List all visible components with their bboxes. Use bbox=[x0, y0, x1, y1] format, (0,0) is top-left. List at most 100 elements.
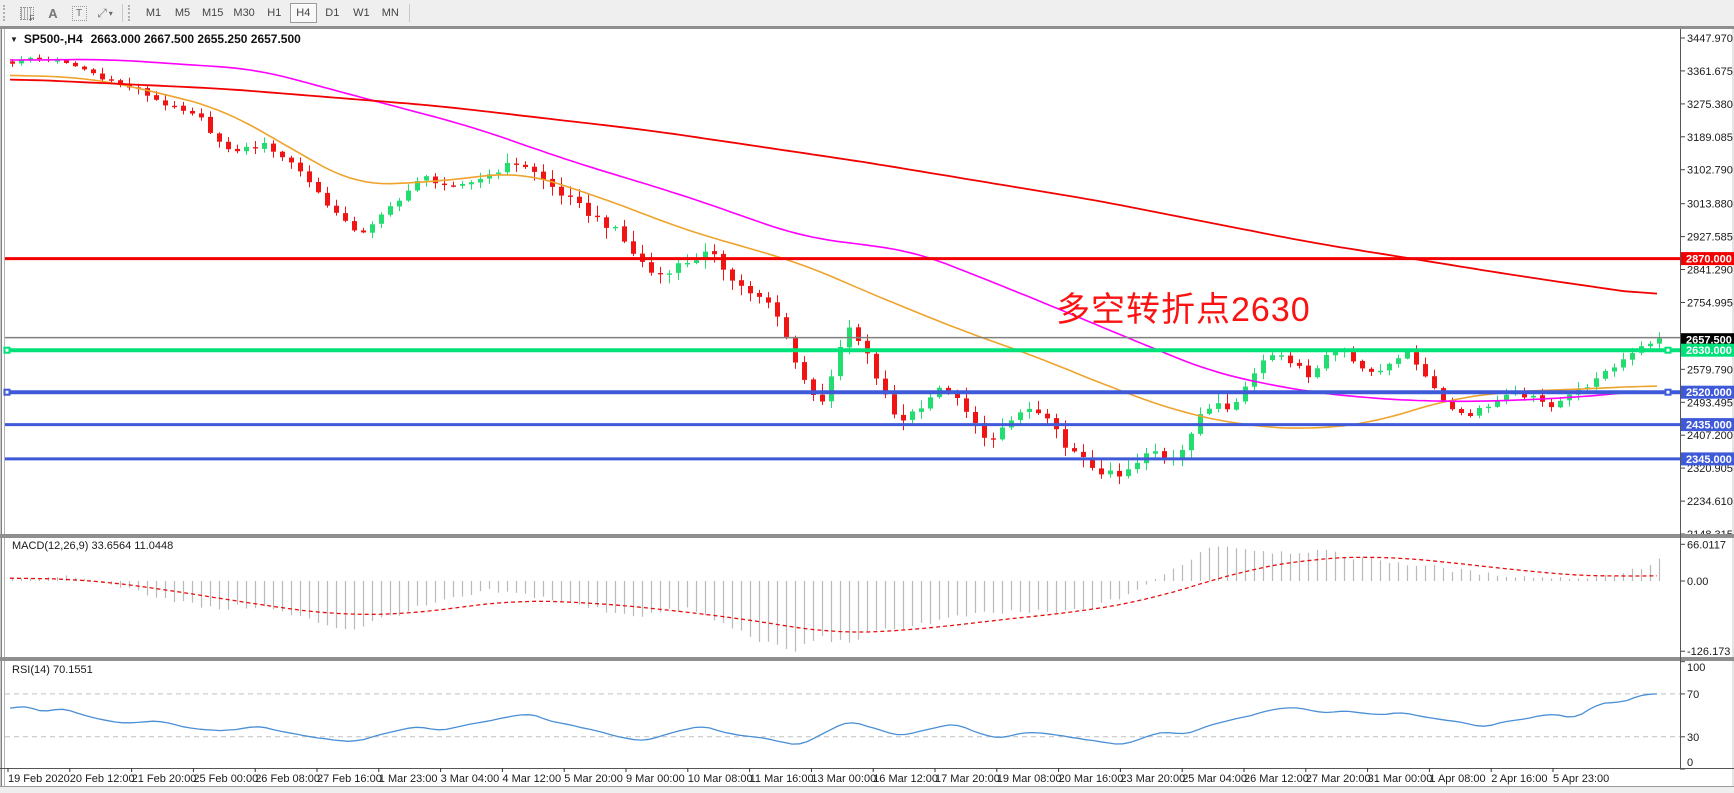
svg-text:2493.495: 2493.495 bbox=[1687, 397, 1733, 409]
svg-text:66.0117: 66.0117 bbox=[1687, 539, 1726, 551]
svg-text:1 Mar 23:00: 1 Mar 23:00 bbox=[379, 773, 438, 785]
price-scale[interactable]: 3447.970 3361.675 3275.380 3189.085 3102.790… bbox=[1680, 33, 1733, 541]
price-line-2520.000[interactable] bbox=[3, 388, 1681, 396]
svg-text:2754.995: 2754.995 bbox=[1687, 298, 1733, 310]
macd-indicator-label: MACD(12,26,9) 33.6564 11.0448 bbox=[12, 540, 174, 552]
macd-scale[interactable]: 66.0117 0.00 -126.173 bbox=[1680, 539, 1730, 658]
ma-slow-red bbox=[9, 78, 1658, 295]
svg-text:19 Feb 2020: 19 Feb 2020 bbox=[8, 773, 70, 785]
chart-annotation-text[interactable]: 多空转折点2630 bbox=[1056, 291, 1311, 329]
chart-symbol-timeframe: SP500-,H4 bbox=[23, 32, 83, 46]
svg-text:2234.610: 2234.610 bbox=[1687, 496, 1733, 508]
svg-text:100: 100 bbox=[1687, 662, 1705, 674]
chart-grid-icon bbox=[19, 6, 34, 20]
svg-text:5 Mar 20:00: 5 Mar 20:00 bbox=[564, 773, 623, 785]
svg-text:2435.000: 2435.000 bbox=[1686, 420, 1732, 432]
svg-text:3102.790: 3102.790 bbox=[1687, 165, 1733, 177]
svg-text:9 Mar 00:00: 9 Mar 00:00 bbox=[626, 773, 685, 785]
trade-levels-button[interactable]: ⤢ ▾ bbox=[93, 3, 117, 23]
ma-fast-orange bbox=[9, 74, 1658, 429]
svg-text:2927.585: 2927.585 bbox=[1687, 232, 1733, 244]
svg-text:10 Mar 08:00: 10 Mar 08:00 bbox=[688, 773, 753, 785]
ma-mid-magenta bbox=[10, 58, 1658, 403]
svg-text:70: 70 bbox=[1687, 689, 1699, 701]
toolbar-drag-handle[interactable] bbox=[3, 5, 10, 21]
svg-text:25 Feb 00:00: 25 Feb 00:00 bbox=[193, 773, 258, 785]
timeframe-button-H4[interactable]: H4 bbox=[289, 3, 317, 23]
timeframe-button-M5[interactable]: M5 bbox=[174, 7, 191, 19]
rsi-panel bbox=[5, 693, 1680, 745]
svg-text:1 Apr 08:00: 1 Apr 08:00 bbox=[1429, 773, 1485, 785]
chart-grid-button[interactable]: F bbox=[15, 3, 39, 23]
macd-panel bbox=[9, 546, 1661, 652]
price-badge-2870.000: 2870.000 bbox=[1681, 252, 1734, 266]
svg-text:2345.000: 2345.000 bbox=[1686, 454, 1732, 466]
svg-text:3013.880: 3013.880 bbox=[1687, 199, 1733, 211]
price-badge-2630.000: 2630.000 bbox=[1681, 343, 1734, 357]
macd-signal-line bbox=[9, 556, 1658, 633]
bottom-strip bbox=[0, 786, 1734, 793]
chart-ohlc-values: 2663.000 2667.500 2655.250 2657.500 bbox=[90, 32, 301, 46]
svg-text:0.00: 0.00 bbox=[1687, 576, 1708, 588]
price-badge-2435.000: 2435.000 bbox=[1681, 418, 1734, 432]
svg-text:27 Mar 20:00: 27 Mar 20:00 bbox=[1306, 773, 1371, 785]
svg-text:26 Feb 08:00: 26 Feb 08:00 bbox=[255, 773, 320, 785]
timeframe-button-W1[interactable]: W1 bbox=[353, 7, 370, 19]
price-line-2630.000[interactable] bbox=[3, 346, 1681, 354]
svg-text:4 Mar 12:00: 4 Mar 12:00 bbox=[502, 773, 561, 785]
toolbar: F A T ⤢ ▾ M1 M5 M15 M30 H1 H4 D1 W1 MN bbox=[0, 0, 1734, 26]
text-label-button[interactable]: T bbox=[67, 3, 91, 23]
timeframe-toolbar-drag-handle[interactable] bbox=[128, 5, 135, 21]
svg-text:11 Mar 16:00: 11 Mar 16:00 bbox=[750, 773, 814, 785]
rsi-scale[interactable]: 100 70 30 0 bbox=[1680, 661, 1705, 770]
dropdown-caret-icon: ▾ bbox=[108, 8, 113, 18]
svg-text:2841.290: 2841.290 bbox=[1687, 265, 1733, 277]
price-badge-2345.000: 2345.000 bbox=[1681, 452, 1734, 466]
timeframe-button-D1[interactable]: D1 bbox=[325, 7, 340, 19]
svg-text:2630.000: 2630.000 bbox=[1686, 345, 1732, 357]
timeframe-button-M1[interactable]: M1 bbox=[145, 7, 162, 19]
svg-text:27 Feb 16:00: 27 Feb 16:00 bbox=[317, 773, 382, 785]
svg-text:3361.675: 3361.675 bbox=[1687, 66, 1733, 78]
svg-text:5 Apr 23:00: 5 Apr 23:00 bbox=[1553, 773, 1609, 785]
toolbar-separator bbox=[122, 4, 123, 22]
font-a-icon: A bbox=[48, 5, 58, 21]
svg-text:2407.200: 2407.200 bbox=[1687, 430, 1733, 442]
svg-text:2320.905: 2320.905 bbox=[1687, 463, 1733, 475]
svg-text:2579.790: 2579.790 bbox=[1687, 364, 1733, 376]
toolbar-separator bbox=[408, 4, 410, 22]
svg-text:3 Mar 04:00: 3 Mar 04:00 bbox=[441, 773, 500, 785]
rsi-line bbox=[9, 693, 1658, 745]
chart-title: ▼ SP500-,H4 2663.000 2667.500 2655.250 2… bbox=[10, 32, 301, 46]
svg-text:3189.085: 3189.085 bbox=[1687, 132, 1733, 144]
rsi-indicator-label: RSI(14) 70.1551 bbox=[12, 664, 93, 676]
trade-arrows-icon: ⤢ bbox=[97, 5, 107, 20]
timeframe-button-MN[interactable]: MN bbox=[381, 7, 399, 19]
toolbar-bottom-border bbox=[0, 26, 1734, 29]
svg-text:2870.000: 2870.000 bbox=[1686, 254, 1732, 266]
svg-text:19 Mar 08:00: 19 Mar 08:00 bbox=[997, 773, 1062, 785]
svg-text:0: 0 bbox=[1687, 757, 1693, 769]
svg-text:17 Mar 20:00: 17 Mar 20:00 bbox=[935, 773, 1000, 785]
font-button[interactable]: A bbox=[41, 3, 65, 23]
timeframe-toolbar: M1 M5 M15 M30 H1 H4 D1 W1 MN bbox=[139, 3, 405, 23]
svg-text:26 Mar 12:00: 26 Mar 12:00 bbox=[1244, 773, 1309, 785]
candles-layer bbox=[10, 54, 1662, 485]
svg-text:23 Mar 20:00: 23 Mar 20:00 bbox=[1120, 773, 1185, 785]
svg-text:13 Mar 00:00: 13 Mar 00:00 bbox=[811, 773, 876, 785]
expander-icon[interactable]: ▼ bbox=[10, 34, 18, 44]
svg-text:2 Apr 16:00: 2 Apr 16:00 bbox=[1491, 773, 1547, 785]
svg-text:2520.000: 2520.000 bbox=[1686, 387, 1732, 399]
chart-grid-icon-letter: F bbox=[29, 13, 35, 23]
timeframe-button-H1[interactable]: H1 bbox=[267, 7, 282, 19]
svg-text:21 Feb 20:00: 21 Feb 20:00 bbox=[132, 773, 197, 785]
svg-text:3447.970: 3447.970 bbox=[1687, 33, 1733, 45]
timeframe-button-M15[interactable]: M15 bbox=[202, 7, 224, 19]
svg-text:-126.173: -126.173 bbox=[1687, 646, 1730, 658]
svg-text:16 Mar 12:00: 16 Mar 12:00 bbox=[873, 773, 938, 785]
timeframe-button-M30[interactable]: M30 bbox=[233, 7, 255, 19]
svg-text:3275.380: 3275.380 bbox=[1687, 99, 1733, 111]
panel-separators[interactable] bbox=[0, 534, 1734, 661]
